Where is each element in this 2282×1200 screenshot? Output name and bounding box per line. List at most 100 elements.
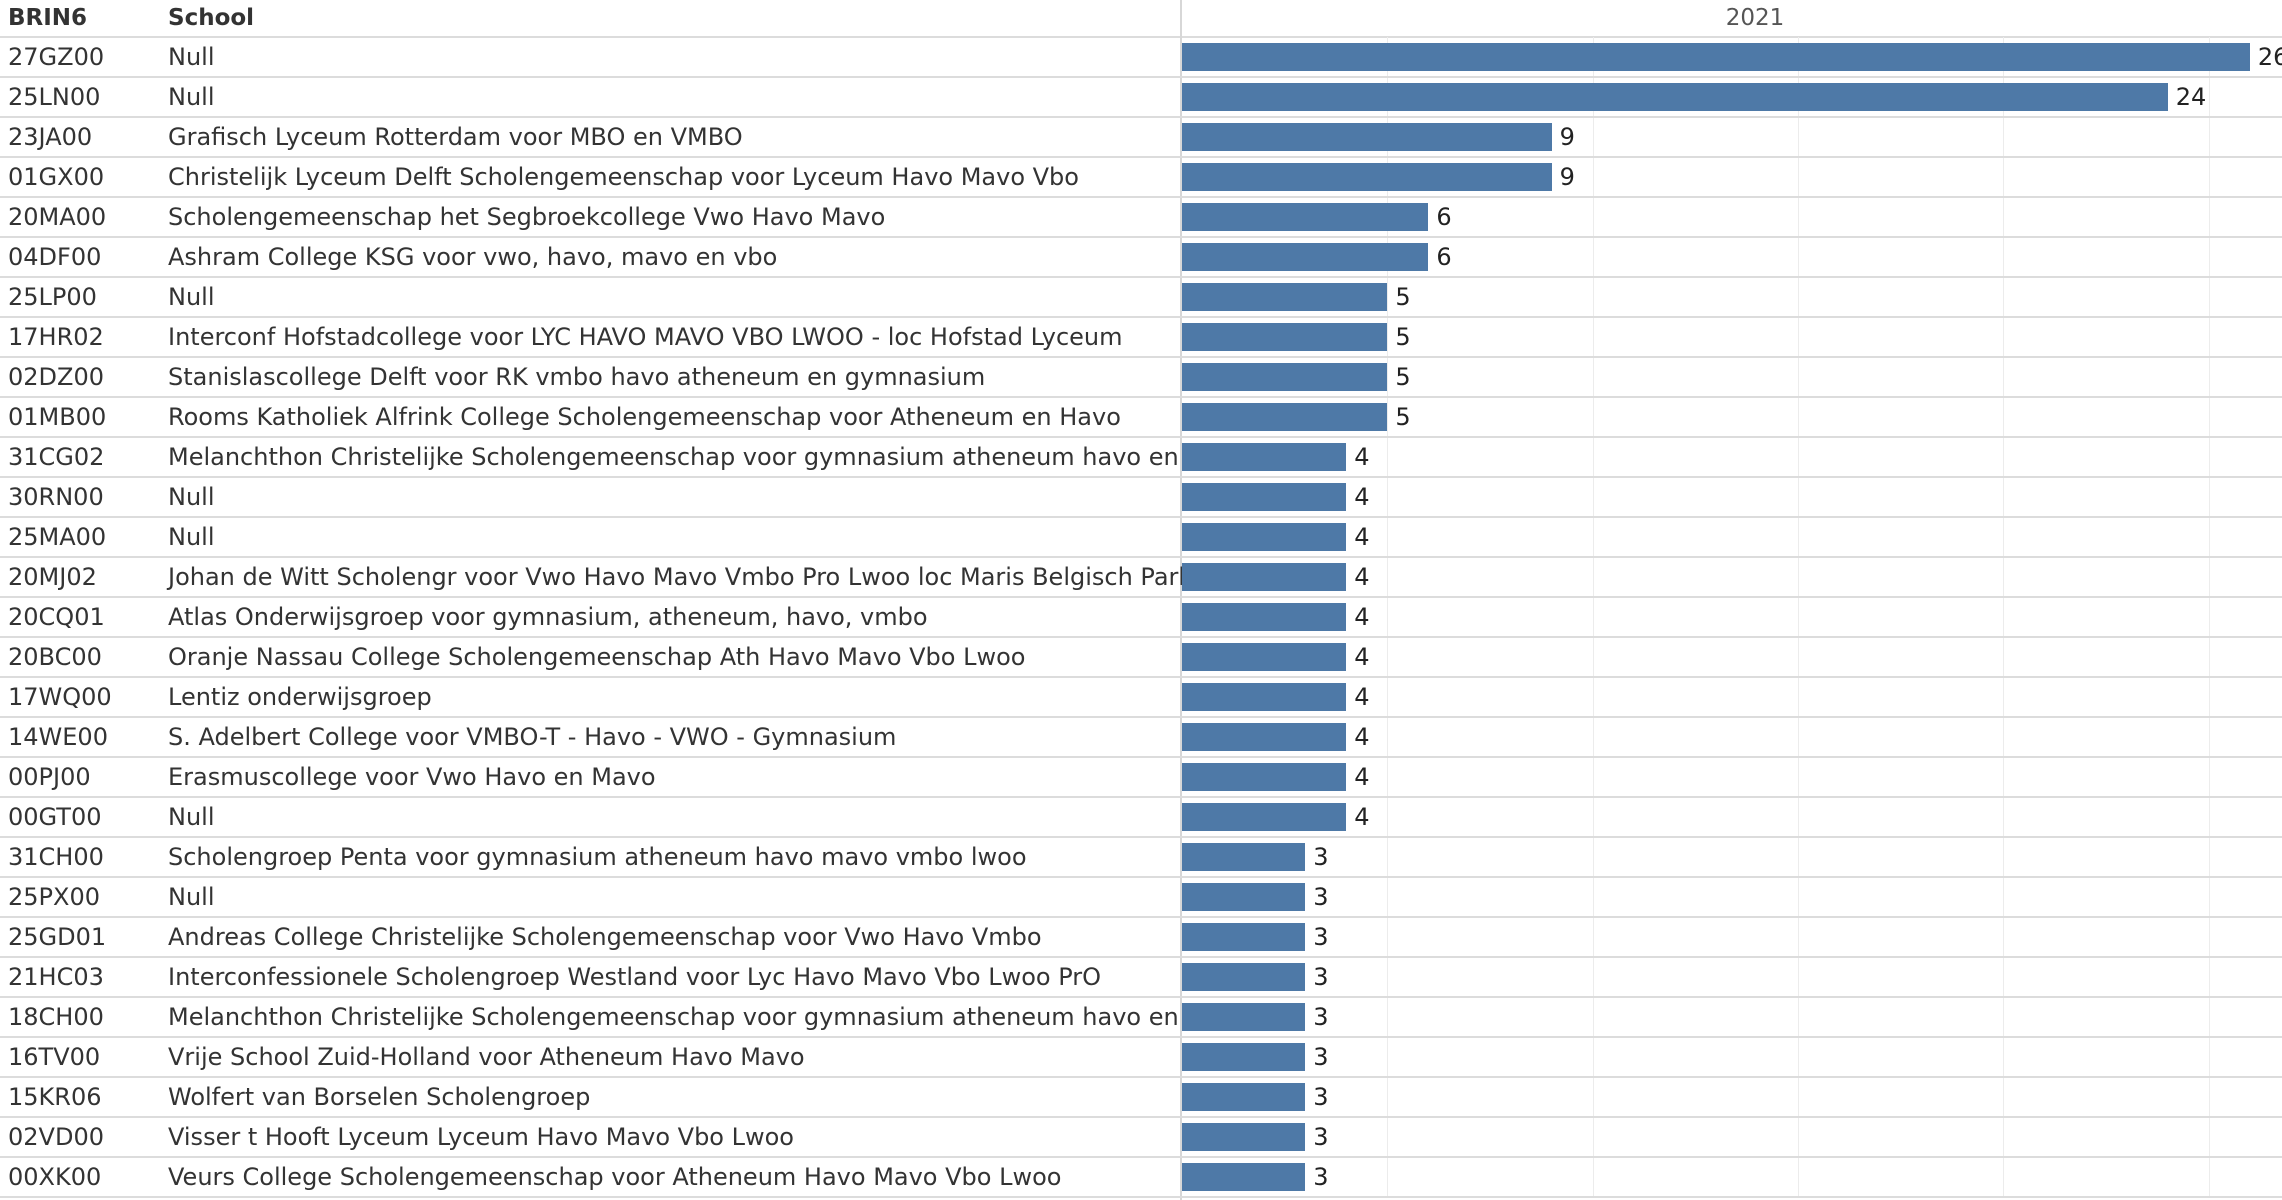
brin-cell: 14WE00 <box>8 723 108 751</box>
table-row[interactable]: 21HC03 Interconfessionele Scholengroep We… <box>0 957 2282 997</box>
table-row[interactable]: 04DF00 Ashram College KSG voor vwo, havo,… <box>0 237 2282 277</box>
pane-divider <box>1180 0 1182 1200</box>
bar-value-label: 3 <box>1313 843 1329 871</box>
bar-value-label: 6 <box>1436 203 1452 231</box>
bar-value-label: 4 <box>1354 443 1370 471</box>
bar[interactable] <box>1182 963 1306 991</box>
table-row[interactable]: 20MA00 Scholengemeenschap het Segbroekcol… <box>0 197 2282 237</box>
bar[interactable] <box>1182 43 2250 71</box>
brin-cell: 31CG02 <box>8 443 105 471</box>
bar-value-label: 6 <box>1436 243 1452 271</box>
bar[interactable] <box>1182 1163 1306 1191</box>
table-row[interactable]: 02VD00 Visser t Hooft Lyceum Lyceum Havo … <box>0 1117 2282 1157</box>
row-divider <box>0 996 2282 998</box>
school-cell: Erasmuscollege voor Vwo Havo en Mavo <box>168 763 656 791</box>
bar[interactable] <box>1182 123 1552 151</box>
row-divider <box>0 1196 2282 1198</box>
table-row[interactable]: 18CH00 Melanchthon Christelijke Scholenge… <box>0 997 2282 1037</box>
bar-value-label: 3 <box>1313 1043 1329 1071</box>
table-row[interactable]: 20BC00 Oranje Nassau College Scholengemee… <box>0 637 2282 677</box>
row-divider <box>0 876 2282 878</box>
bar[interactable] <box>1182 683 1347 711</box>
bar[interactable] <box>1182 403 1388 431</box>
bar-value-label: 3 <box>1313 1083 1329 1111</box>
bar[interactable] <box>1182 283 1388 311</box>
row-divider <box>0 716 2282 718</box>
row-divider <box>0 756 2282 758</box>
bar[interactable] <box>1182 203 1429 231</box>
row-divider <box>0 916 2282 918</box>
table-row[interactable]: 20CQ01 Atlas Onderwijsgroep voor gymnasiu… <box>0 597 2282 637</box>
bar[interactable] <box>1182 363 1388 391</box>
school-cell: Null <box>168 43 215 71</box>
gridline <box>1592 37 1594 1197</box>
bar[interactable] <box>1182 843 1306 871</box>
table-row[interactable]: 02DZ00 Stanislascollege Delft voor RK vmb… <box>0 357 2282 397</box>
school-cell: Christelijk Lyceum Delft Scholengemeensc… <box>168 163 1079 191</box>
school-cell: Scholengemeenschap het Segbroekcollege V… <box>168 203 886 231</box>
table-row[interactable]: 25MA00 Null 4 <box>0 517 2282 557</box>
bar[interactable] <box>1182 443 1347 471</box>
bar[interactable] <box>1182 1123 1306 1151</box>
table-row[interactable]: 31CG02 Melanchthon Christelijke Scholenge… <box>0 437 2282 477</box>
bar[interactable] <box>1182 523 1347 551</box>
school-cell: Rooms Katholiek Alfrink College Scholeng… <box>168 403 1121 431</box>
bar[interactable] <box>1182 483 1347 511</box>
bar[interactable] <box>1182 883 1306 911</box>
brin-cell: 25GD01 <box>8 923 107 951</box>
brin-cell: 01GX00 <box>8 163 105 191</box>
bar[interactable] <box>1182 763 1347 791</box>
school-cell: Scholengroep Penta voor gymnasium athene… <box>168 843 1027 871</box>
table-row[interactable]: 17HR02 Interconf Hofstadcollege voor LYC … <box>0 317 2282 357</box>
brin-cell: 16TV00 <box>8 1043 101 1071</box>
brin-cell: 20MJ02 <box>8 563 97 591</box>
bar[interactable] <box>1182 923 1306 951</box>
brin-cell: 18CH00 <box>8 1003 104 1031</box>
brin-cell: 02DZ00 <box>8 363 104 391</box>
row-divider <box>0 796 2282 798</box>
table-row[interactable]: 00GT00 Null 4 <box>0 797 2282 837</box>
brin-cell: 15KR06 <box>8 1083 102 1111</box>
table-row[interactable]: 25GD01 Andreas College Christelijke Schol… <box>0 917 2282 957</box>
bar-value-label: 4 <box>1354 563 1370 591</box>
table-row[interactable]: 30RN00 Null 4 <box>0 477 2282 517</box>
table-row[interactable]: 17WQ00 Lentiz onderwijsgroep 4 <box>0 677 2282 717</box>
row-divider <box>0 196 2282 198</box>
table-row[interactable]: 16TV00 Vrije School Zuid-Holland voor Ath… <box>0 1037 2282 1077</box>
brin-cell: 25MA00 <box>8 523 107 551</box>
table-row[interactable]: 23JA00 Grafisch Lyceum Rotterdam voor MBO… <box>0 117 2282 157</box>
row-divider <box>0 276 2282 278</box>
row-divider <box>0 676 2282 678</box>
row-divider <box>0 1036 2282 1038</box>
bar[interactable] <box>1182 243 1429 271</box>
bar[interactable] <box>1182 563 1347 591</box>
table-row[interactable]: 00PJ00 Erasmuscollege voor Vwo Havo en Ma… <box>0 757 2282 797</box>
school-cell: Null <box>168 83 215 111</box>
brin-cell: 31CH00 <box>8 843 104 871</box>
table-row[interactable]: 01GX00 Christelijk Lyceum Delft Scholenge… <box>0 157 2282 197</box>
table-row[interactable]: 31CH00 Scholengroep Penta voor gymnasium … <box>0 837 2282 877</box>
table-row[interactable]: 25LP00 Null 5 <box>0 277 2282 317</box>
bar[interactable] <box>1182 323 1388 351</box>
bar[interactable] <box>1182 1083 1306 1111</box>
table-row[interactable]: 20MJ02 Johan de Witt Scholengr voor Vwo H… <box>0 557 2282 597</box>
bar[interactable] <box>1182 603 1347 631</box>
bar[interactable] <box>1182 1003 1306 1031</box>
bar[interactable] <box>1182 723 1347 751</box>
brin-cell: 30RN00 <box>8 483 104 511</box>
table-row[interactable]: 14WE00 S. Adelbert College voor VMBO-T - … <box>0 717 2282 757</box>
table-row[interactable]: 25PX00 Null 3 <box>0 877 2282 917</box>
table-row[interactable]: 15KR06 Wolfert van Borselen Scholengroep 3 <box>0 1077 2282 1117</box>
table-row[interactable]: 01MB00 Rooms Katholiek Alfrink College Sc… <box>0 397 2282 437</box>
table-row[interactable]: 27GZ00 Null 26 <box>0 37 2282 77</box>
bar-value-label: 5 <box>1395 323 1411 351</box>
row-divider <box>0 476 2282 478</box>
school-cell: Melanchthon Christelijke Scholengemeensc… <box>168 443 1254 471</box>
bar[interactable] <box>1182 83 2168 111</box>
table-row[interactable]: 25LN00 Null 24 <box>0 77 2282 117</box>
bar[interactable] <box>1182 1043 1306 1071</box>
bar[interactable] <box>1182 163 1552 191</box>
table-row[interactable]: 00XK00 Veurs College Scholengemeenschap v… <box>0 1157 2282 1197</box>
bar[interactable] <box>1182 803 1347 831</box>
bar[interactable] <box>1182 643 1347 671</box>
